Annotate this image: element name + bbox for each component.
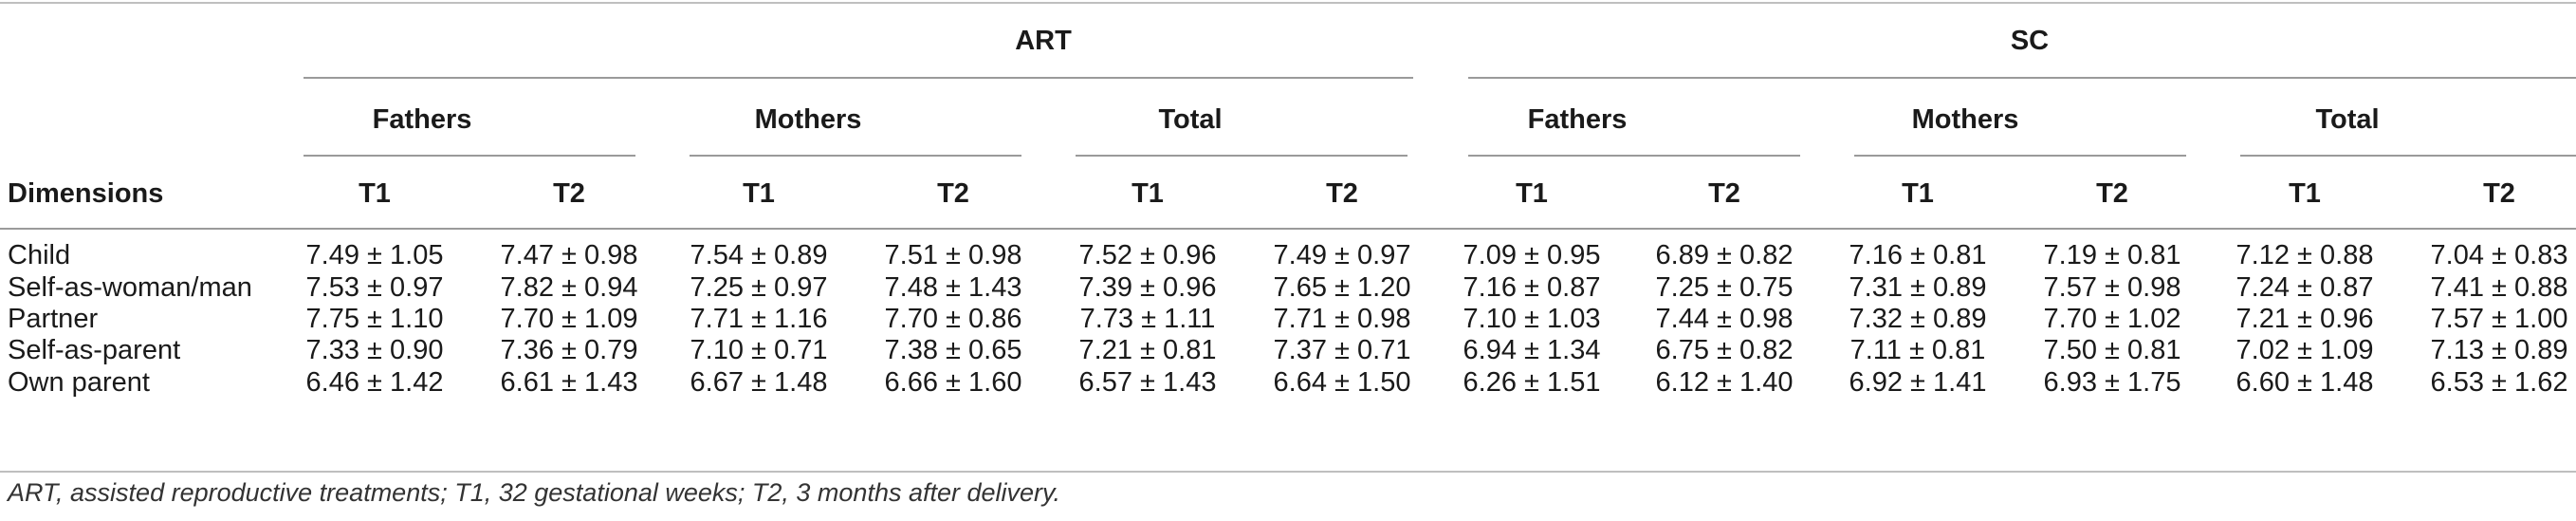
table-cell: 7.10 ± 1.03 bbox=[1463, 304, 1601, 334]
table-cell: 6.64 ± 1.50 bbox=[1273, 367, 1411, 398]
table-cell: 7.48 ± 1.43 bbox=[884, 272, 1022, 303]
table-cell: 7.70 ± 1.02 bbox=[2043, 304, 2181, 334]
table-cell: 7.71 ± 0.98 bbox=[1273, 304, 1411, 334]
subgroup-art-fathers: Fathers bbox=[372, 104, 472, 135]
table-cell: 7.13 ± 0.89 bbox=[2430, 335, 2568, 365]
subgroup-sc-total: Total bbox=[2315, 104, 2380, 135]
timepoint-header: T2 bbox=[1326, 178, 1358, 209]
timepoint-header: T1 bbox=[1132, 178, 1164, 209]
timepoint-header: T1 bbox=[2289, 178, 2321, 209]
timepoint-header: T2 bbox=[2483, 178, 2515, 209]
timepoint-header: T2 bbox=[553, 178, 585, 209]
table-cell: 7.71 ± 1.16 bbox=[690, 304, 828, 334]
table-cell: 7.38 ± 0.65 bbox=[884, 335, 1022, 365]
table-cell: 7.82 ± 0.94 bbox=[500, 272, 638, 303]
table-cell: 7.09 ± 0.95 bbox=[1463, 240, 1601, 270]
subgroup-rule-4 bbox=[1468, 155, 1800, 157]
table-cell: 6.67 ± 1.48 bbox=[690, 367, 828, 398]
table-cell: 6.46 ± 1.42 bbox=[305, 367, 444, 398]
group-header-sc: SC bbox=[2010, 26, 2050, 56]
table-cell: 7.49 ± 0.97 bbox=[1273, 240, 1411, 270]
table-cell: 7.52 ± 0.96 bbox=[1078, 240, 1217, 270]
subgroup-rule-1 bbox=[304, 155, 635, 157]
table-cell: 6.75 ± 0.82 bbox=[1655, 335, 1794, 365]
table-cell: 6.57 ± 1.43 bbox=[1078, 367, 1217, 398]
table-cell: 7.39 ± 0.96 bbox=[1078, 272, 1217, 303]
header-bottom-rule bbox=[0, 228, 2576, 230]
subgroup-rule-6 bbox=[2240, 155, 2576, 157]
row-label: Own parent bbox=[8, 367, 150, 398]
timepoint-header: T1 bbox=[1902, 178, 1934, 209]
table-cell: 7.31 ± 0.89 bbox=[1849, 272, 1987, 303]
timepoint-header: T1 bbox=[743, 178, 775, 209]
table-cell: 7.70 ± 0.86 bbox=[884, 304, 1022, 334]
timepoint-header: T2 bbox=[937, 178, 969, 209]
table-cell: 7.50 ± 0.81 bbox=[2043, 335, 2181, 365]
table-cell: 7.21 ± 0.96 bbox=[2236, 304, 2374, 334]
group-rule-sc bbox=[1468, 77, 2576, 79]
table-cell: 7.25 ± 0.97 bbox=[690, 272, 828, 303]
subgroup-art-mothers: Mothers bbox=[754, 104, 862, 135]
row-label: Self-as-woman/man bbox=[8, 272, 252, 303]
table-cell: 6.26 ± 1.51 bbox=[1463, 367, 1601, 398]
timepoint-header: T1 bbox=[1516, 178, 1548, 209]
table-cell: 7.70 ± 1.09 bbox=[500, 304, 638, 334]
table-cell: 7.36 ± 0.79 bbox=[500, 335, 638, 365]
table-cell: 7.57 ± 1.00 bbox=[2430, 304, 2568, 334]
row-label: Partner bbox=[8, 304, 99, 334]
subgroup-rule-5 bbox=[1854, 155, 2186, 157]
table-cell: 6.60 ± 1.48 bbox=[2236, 367, 2374, 398]
timepoint-header: T2 bbox=[1708, 178, 1740, 209]
dimensions-header: Dimensions bbox=[8, 178, 164, 209]
table-footnote: ART, assisted reproductive treatments; T… bbox=[8, 478, 1061, 507]
table-cell: 7.49 ± 1.05 bbox=[305, 240, 444, 270]
group-header-art: ART bbox=[1015, 26, 1072, 56]
table-cell: 7.65 ± 1.20 bbox=[1273, 272, 1411, 303]
table-cell: 6.89 ± 0.82 bbox=[1655, 240, 1794, 270]
table-cell: 6.93 ± 1.75 bbox=[2043, 367, 2181, 398]
table-cell: 7.32 ± 0.89 bbox=[1849, 304, 1987, 334]
subgroup-sc-fathers: Fathers bbox=[1527, 104, 1628, 135]
table-cell: 7.16 ± 0.81 bbox=[1849, 240, 1987, 270]
table-cell: 7.33 ± 0.90 bbox=[305, 335, 444, 365]
table-cell: 7.16 ± 0.87 bbox=[1463, 272, 1601, 303]
subgroup-sc-mothers: Mothers bbox=[1911, 104, 2019, 135]
table-cell: 6.66 ± 1.60 bbox=[884, 367, 1022, 398]
table-cell: 6.12 ± 1.40 bbox=[1655, 367, 1794, 398]
subgroup-rule-3 bbox=[1076, 155, 1408, 157]
row-label: Child bbox=[8, 240, 71, 270]
table-cell: 7.12 ± 0.88 bbox=[2236, 240, 2374, 270]
table-cell: 7.11 ± 0.81 bbox=[1849, 335, 1986, 365]
timepoint-header: T1 bbox=[359, 178, 391, 209]
table-cell: 7.75 ± 1.10 bbox=[305, 304, 444, 334]
table-cell: 7.10 ± 0.71 bbox=[690, 335, 828, 365]
table-cell: 7.24 ± 0.87 bbox=[2236, 272, 2374, 303]
table-cell: 6.92 ± 1.41 bbox=[1849, 367, 1987, 398]
table-cell: 7.53 ± 0.97 bbox=[305, 272, 444, 303]
top-rule bbox=[0, 2, 2576, 4]
table-cell: 7.47 ± 0.98 bbox=[500, 240, 638, 270]
subgroup-art-total: Total bbox=[1158, 104, 1223, 135]
table-cell: 7.04 ± 0.83 bbox=[2430, 240, 2568, 270]
table-cell: 6.61 ± 1.43 bbox=[500, 367, 638, 398]
table-cell: 6.53 ± 1.62 bbox=[2430, 367, 2568, 398]
table-cell: 7.73 ± 1.11 bbox=[1079, 304, 1216, 334]
table-bottom-rule bbox=[0, 471, 2576, 473]
table-cell: 7.51 ± 0.98 bbox=[884, 240, 1022, 270]
group-rule-art bbox=[304, 77, 1413, 79]
table-cell: 7.41 ± 0.88 bbox=[2430, 272, 2568, 303]
table-cell: 7.02 ± 1.09 bbox=[2236, 335, 2374, 365]
table-cell: 6.94 ± 1.34 bbox=[1463, 335, 1601, 365]
table-cell: 7.25 ± 0.75 bbox=[1655, 272, 1794, 303]
table-cell: 7.44 ± 0.98 bbox=[1655, 304, 1794, 334]
table-cell: 7.19 ± 0.81 bbox=[2043, 240, 2181, 270]
table-cell: 7.57 ± 0.98 bbox=[2043, 272, 2181, 303]
table-cell: 7.37 ± 0.71 bbox=[1273, 335, 1411, 365]
subgroup-rule-2 bbox=[690, 155, 1021, 157]
table-cell: 7.54 ± 0.89 bbox=[690, 240, 828, 270]
table-cell: 7.21 ± 0.81 bbox=[1078, 335, 1217, 365]
row-label: Self-as-parent bbox=[8, 335, 181, 365]
timepoint-header: T2 bbox=[2096, 178, 2128, 209]
